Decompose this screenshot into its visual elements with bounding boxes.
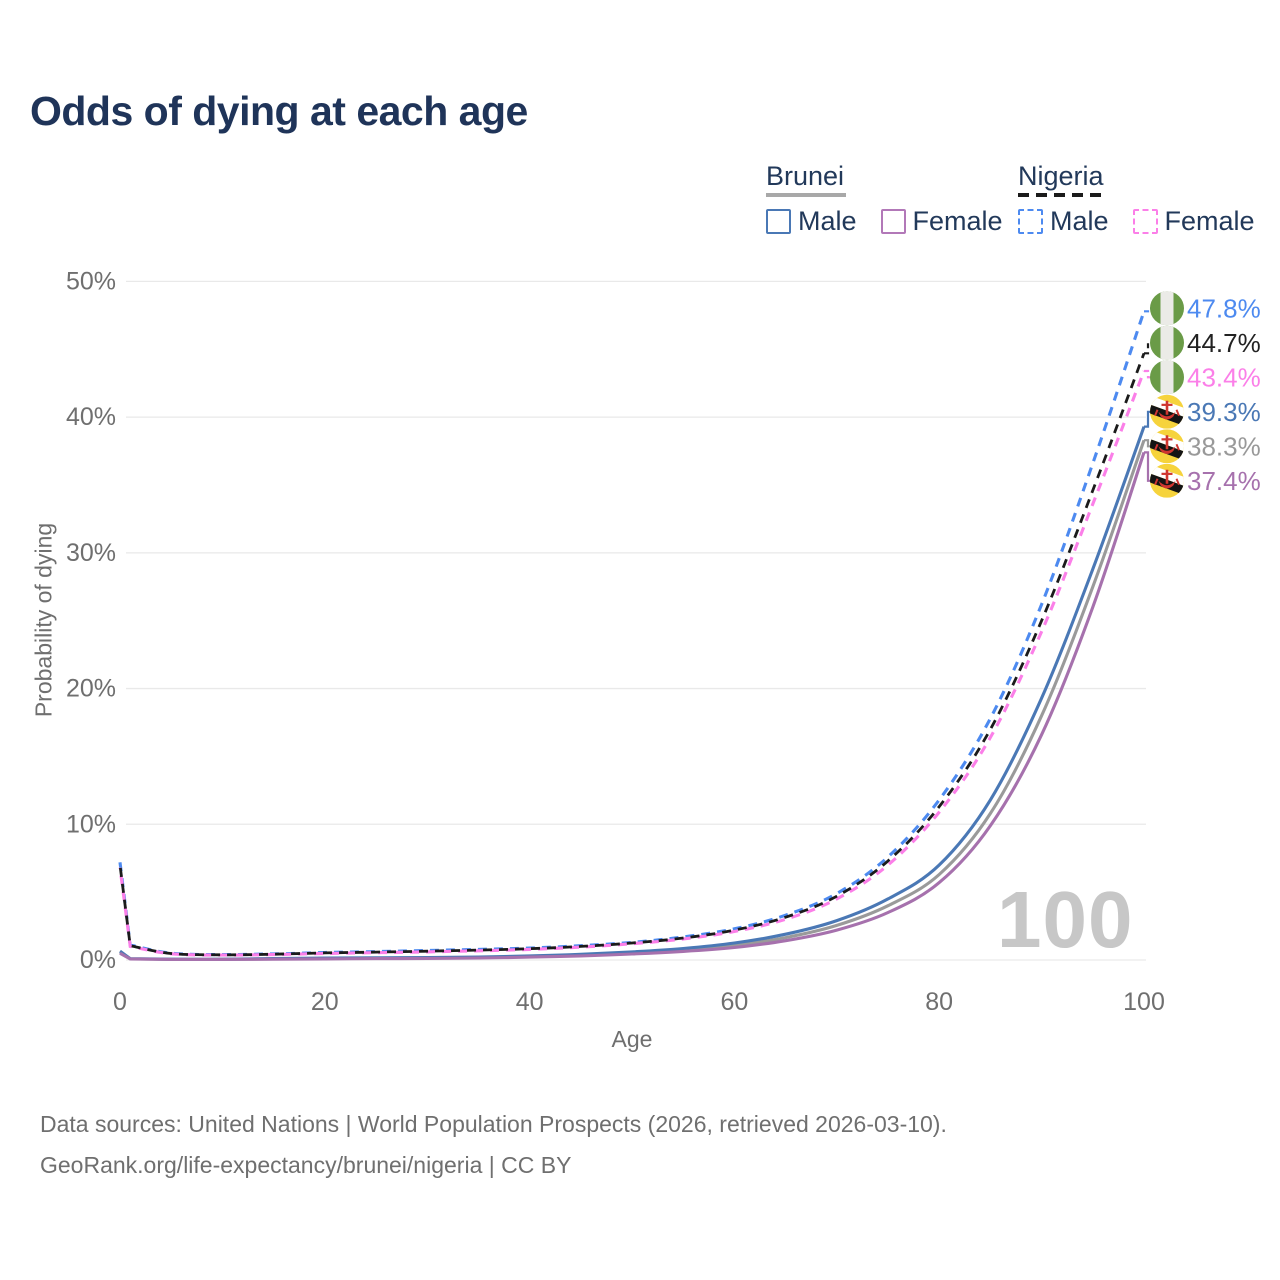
end-value-label: 44.7% (1187, 328, 1261, 358)
series-line-nigeria-male[interactable] (118, 310, 1146, 957)
x-tick-label: 100 (1123, 988, 1165, 1016)
legend-country-nigeria: Nigeria (1018, 161, 1104, 191)
legend: Brunei Male Female Nigeria Male Female (766, 162, 1266, 242)
legend-group-brunei: Brunei Male Female (766, 162, 1027, 237)
gridlines: 0% 10% 20% 30% 40% 50% 0 20 40 60 80 100 (66, 267, 1165, 1016)
brunei-line-style-swatch (766, 193, 846, 197)
page-title: Odds of dying at each age (30, 88, 528, 134)
series-lines (118, 310, 1146, 961)
end-label-connector (1144, 341, 1151, 355)
nigeria-flag-icon (1150, 325, 1184, 360)
legend-group-nigeria: Nigeria Male Female (1018, 162, 1279, 237)
end-label-connector (1144, 410, 1151, 428)
footer: Data sources: United Nations | World Pop… (40, 1104, 947, 1186)
x-tick-label: 80 (925, 988, 953, 1016)
x-tick-label: 0 (113, 988, 127, 1016)
y-tick-label: 20% (66, 675, 116, 703)
footer-data-sources: Data sources: United Nations | World Pop… (40, 1111, 947, 1137)
legend-checkbox-nigeria-female[interactable] (1132, 209, 1158, 234)
end-labels: 47.8% 44.7% 43.4% 39.3% 38.3% 37.4% (1144, 291, 1261, 498)
nigeria-flag-icon (1150, 291, 1184, 326)
legend-checkbox-brunei-male[interactable] (766, 209, 791, 234)
end-label-connector (1144, 307, 1151, 313)
brunei-flag-icon (1150, 429, 1184, 464)
series-line-nigeria-female[interactable] (118, 370, 1146, 957)
legend-checkbox-nigeria-male[interactable] (1018, 209, 1043, 234)
end-value-label: 38.3% (1187, 431, 1261, 461)
end-label-connector (1144, 439, 1151, 448)
end-value-label: 39.3% (1187, 397, 1261, 427)
end-label-connector (1144, 451, 1151, 482)
x-tick-label: 60 (720, 988, 748, 1016)
x-tick-label: 40 (516, 988, 544, 1016)
y-tick-label: 30% (66, 539, 116, 567)
x-tick-label: 20 (311, 988, 339, 1016)
brunei-flag-icon (1150, 394, 1184, 429)
nigeria-line-style-swatch (1018, 193, 1106, 197)
legend-country-brunei: Brunei (766, 161, 845, 191)
footer-attribution: GeoRank.org/life-expectancy/brunei/niger… (40, 1152, 572, 1178)
age-watermark: 100 (997, 875, 1134, 964)
x-axis-title: Age (611, 1026, 653, 1052)
series-line-brunei-male[interactable] (119, 426, 1146, 961)
legend-label-brunei-male: Male (798, 206, 857, 236)
y-tick-label: 10% (66, 810, 116, 838)
legend-label-nigeria-female: Female (1164, 206, 1255, 236)
series-line-brunei-both[interactable] (119, 439, 1146, 961)
series-line-brunei-female[interactable] (119, 451, 1146, 961)
y-tick-label: 0% (80, 946, 116, 974)
series-line-nigeria-both[interactable] (118, 352, 1146, 957)
legend-checkbox-brunei-female[interactable] (880, 209, 906, 234)
end-value-label: 43.4% (1187, 362, 1261, 392)
end-label-connector (1144, 369, 1151, 379)
end-value-label: 47.8% (1187, 293, 1261, 323)
y-tick-label: 50% (66, 267, 116, 295)
y-tick-label: 40% (66, 403, 116, 431)
legend-label-nigeria-male: Male (1050, 206, 1109, 236)
nigeria-flag-icon (1150, 360, 1184, 395)
end-value-label: 37.4% (1187, 466, 1261, 496)
legend-label-brunei-female: Female (912, 206, 1003, 236)
brunei-flag-icon (1150, 463, 1184, 498)
